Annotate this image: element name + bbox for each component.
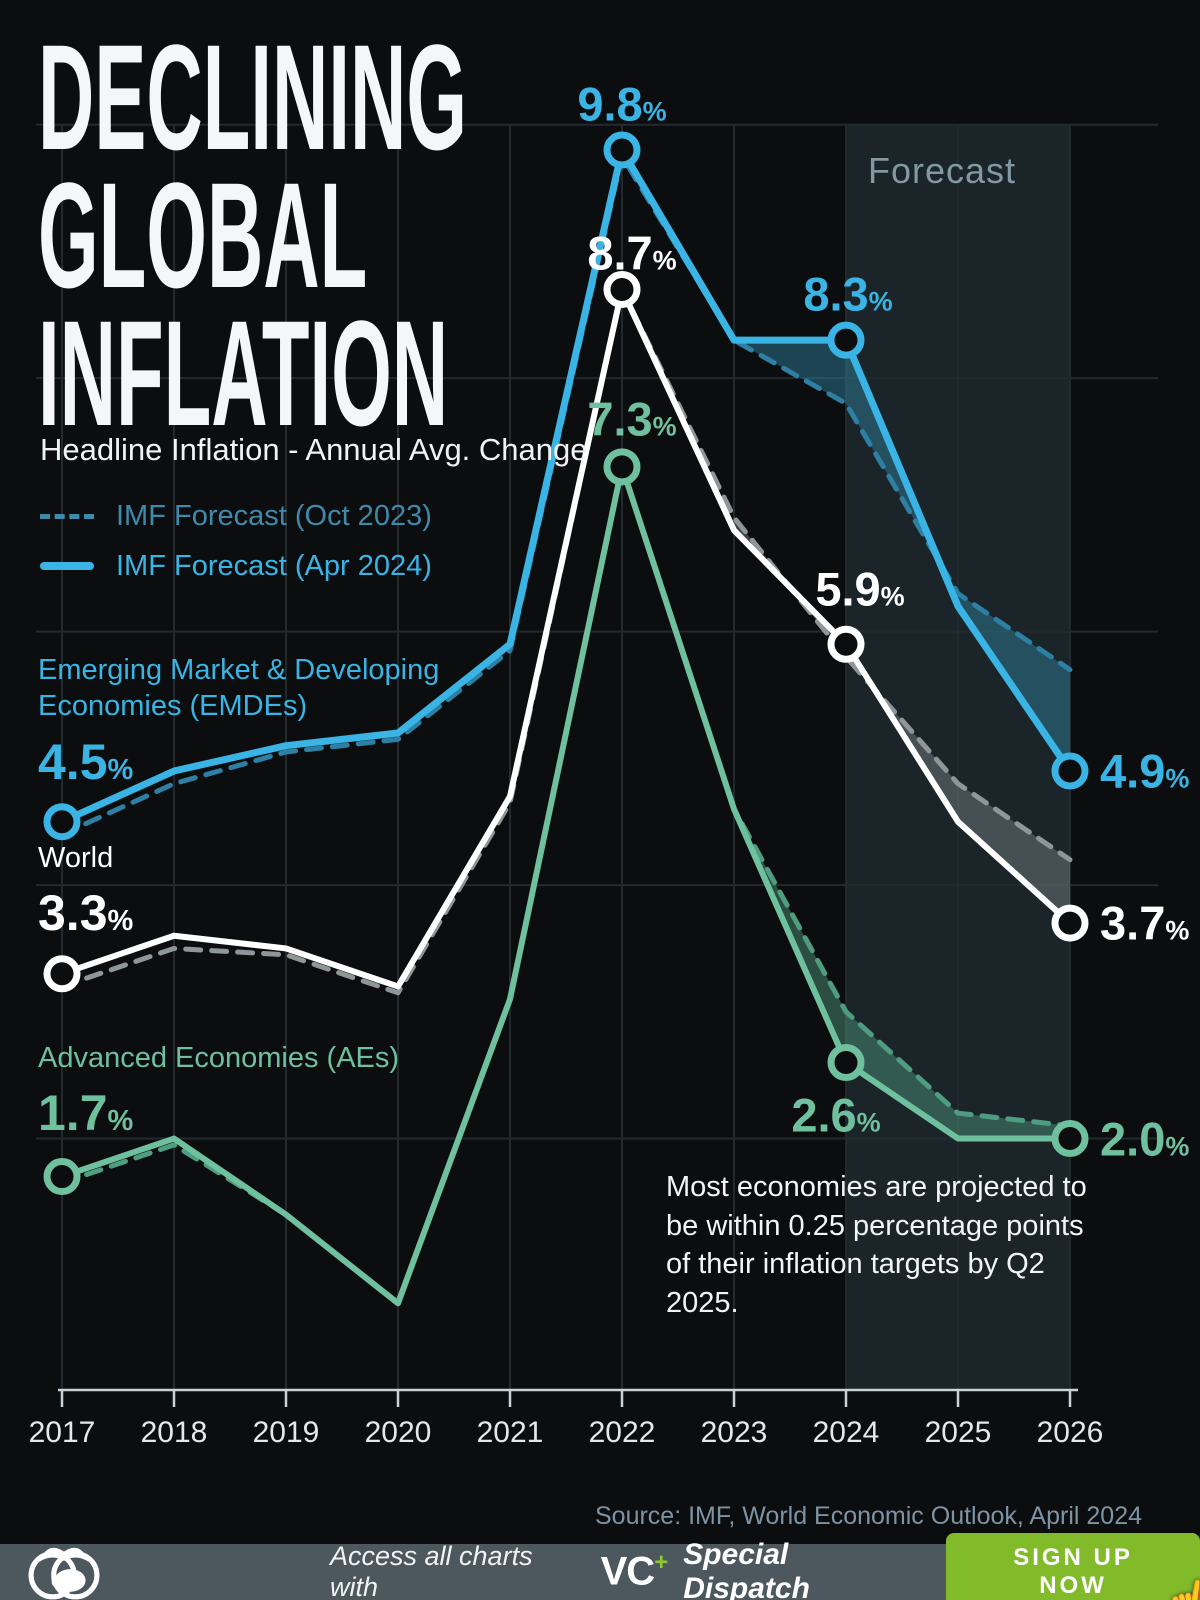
page-title: DECLINING GLOBAL INFLATION: [38, 13, 863, 457]
cursor-hand-icon: ☝: [1158, 1574, 1200, 1600]
series-name: Emerging Market & Developing Economies (…: [38, 654, 440, 723]
annotation-text: Most economies are projected to be withi…: [666, 1171, 1087, 1319]
legend: IMF Forecast (Oct 2023) IMF Forecast (Ap…: [40, 500, 432, 600]
x-axis-label-2022: 2022: [588, 1416, 656, 1449]
forecast-region-label: Forecast: [868, 150, 1017, 191]
point-label-2022-series1: 8.7%: [587, 226, 677, 280]
x-axis-label-2017: 2017: [28, 1416, 96, 1449]
series-start-value: 3.3%: [38, 885, 134, 942]
solid-line-swatch-icon: [40, 562, 94, 570]
legend-label: IMF Forecast (Apr 2024): [116, 549, 432, 582]
series-name: Advanced Economies (AEs): [38, 1042, 400, 1074]
point-label-2022-series2: 7.3%: [587, 392, 677, 446]
point-label-2026-series1: 3.7%: [1100, 896, 1190, 950]
footer-tagline: Access all charts with: [330, 1541, 533, 1600]
special-dispatch-wordmark: Special Dispatch: [683, 1538, 810, 1600]
x-axis-label-2026: 2026: [1036, 1416, 1104, 1449]
inflation-line-chart: [36, 123, 1158, 1407]
x-axis-label-2021: 2021: [476, 1416, 544, 1449]
title-line-3: INFLATION: [38, 289, 449, 457]
series-label-world: World 3.3%: [38, 840, 133, 942]
point-label-2026-series0: 4.9%: [1100, 744, 1190, 798]
visual-capitalist-logo: [28, 1547, 100, 1600]
point-label-2026-series2: 2.0%: [1100, 1112, 1190, 1166]
x-axis-label-2018: 2018: [140, 1416, 208, 1449]
series-label-emde: Emerging Market & Developing Economies (…: [38, 652, 439, 791]
sign-up-now-button[interactable]: SIGN UP NOW ☝: [946, 1533, 1200, 1600]
dashed-line-swatch-icon: [40, 513, 94, 519]
legend-item-apr-2024: IMF Forecast (Apr 2024): [40, 550, 432, 582]
point-label-2024-series0: 8.3%: [803, 267, 893, 321]
title-line-2: GLOBAL: [38, 151, 368, 319]
footer-bar: Access all charts with VC+ Special Dispa…: [0, 1533, 1200, 1600]
point-label-2024-series1: 5.9%: [815, 562, 905, 616]
x-axis-label-2025: 2025: [924, 1416, 992, 1449]
vc-plus-logo: VC+: [600, 1549, 669, 1594]
point-label-2024-series2: 2.6%: [791, 1088, 881, 1141]
x-axis-label-2019: 2019: [252, 1416, 320, 1449]
chart-subtitle: Headline Inflation - Annual Avg. Change: [40, 432, 588, 467]
series-start-value: 4.5%: [38, 733, 134, 790]
x-axis-label-2020: 2020: [364, 1416, 432, 1449]
series-name: World: [38, 842, 114, 874]
series-start-value: 1.7%: [38, 1085, 134, 1142]
x-axis-label-2023: 2023: [700, 1416, 768, 1449]
legend-label: IMF Forecast (Oct 2023): [116, 499, 432, 532]
point-label-2022-series0: 9.8%: [577, 77, 667, 131]
title-line-1: DECLINING: [38, 13, 467, 181]
source-text: Source: IMF, World Economic Outlook, Apr…: [595, 1502, 1142, 1530]
legend-item-oct-2023: IMF Forecast (Oct 2023): [40, 500, 432, 532]
x-axis-label-2024: 2024: [812, 1416, 880, 1449]
series-label-advanced-economies: Advanced Economies (AEs) 1.7%: [38, 1040, 399, 1142]
